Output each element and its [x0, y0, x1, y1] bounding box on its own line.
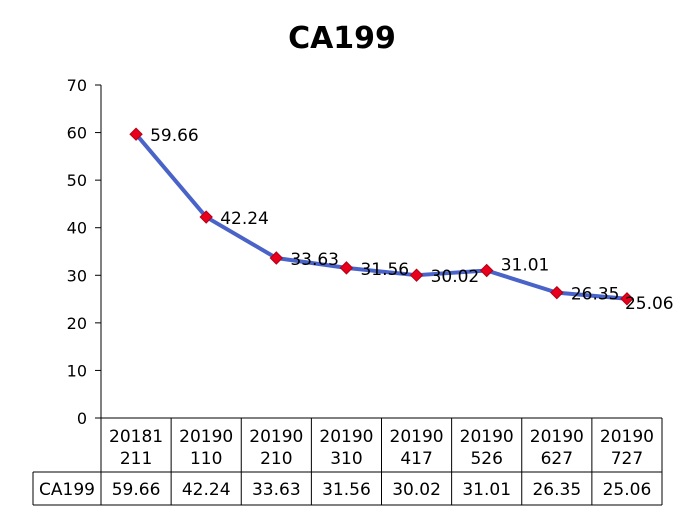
- data-point-marker: [129, 127, 143, 141]
- data-label: 31.01: [501, 255, 550, 275]
- y-tick-label: 30: [67, 266, 87, 285]
- data-point-marker: [479, 263, 494, 278]
- data-label: 31.56: [360, 260, 409, 280]
- x-category-label: 20190 627: [530, 427, 584, 469]
- data-label: 25.06: [625, 294, 674, 314]
- x-category-label: 20190 417: [390, 427, 444, 469]
- x-category-label: 20190 310: [319, 427, 373, 469]
- y-tick-label: 40: [67, 219, 87, 238]
- data-label: 33.63: [290, 250, 339, 270]
- data-point-marker: [339, 261, 354, 275]
- data-label: 42.24: [220, 209, 269, 229]
- data-point-marker: [620, 292, 634, 306]
- data-point-marker: [550, 285, 564, 300]
- table-value-cell: 31.01: [462, 480, 511, 500]
- table-series-name: CA199: [39, 480, 95, 500]
- y-axis-ticks: 0 10 20 30 40 50 60 70: [67, 76, 101, 428]
- table-value-cell: 30.02: [392, 480, 441, 500]
- x-category-label: 20190 110: [179, 427, 233, 469]
- y-tick-label: 60: [67, 124, 87, 143]
- series-ca199: 59.66 42.24 33.63 31.56 30.02 31.01 26.35 25.06: [129, 126, 674, 314]
- data-point-marker: [409, 268, 424, 282]
- table-value-cell: 59.66: [112, 480, 161, 500]
- data-label: 30.02: [431, 267, 480, 287]
- chart-title: CA199: [288, 21, 396, 56]
- x-category-label: 20190 210: [249, 427, 303, 469]
- table-value-cell: 42.24: [182, 480, 231, 500]
- data-table: CA199 20181 211 59.66 20190 110 42.24 20190 210 3…: [32, 417, 663, 506]
- table-value-cell: 25.06: [603, 480, 652, 500]
- x-category-label: 20181 211: [109, 427, 163, 469]
- y-tick-label: 10: [67, 361, 87, 380]
- data-point-marker: [199, 210, 213, 224]
- series-line: [134, 132, 628, 301]
- data-label: 59.66: [150, 126, 199, 146]
- table-value-cell: 33.63: [252, 480, 301, 500]
- y-tick-label: 20: [67, 314, 87, 333]
- data-label: 26.35: [571, 285, 620, 305]
- y-tick-label: 50: [67, 171, 87, 190]
- table-value-cell: 31.56: [322, 480, 371, 500]
- y-tick-label: 70: [67, 76, 87, 95]
- y-tick-label: 0: [77, 409, 87, 428]
- data-point-marker: [269, 251, 284, 265]
- x-category-label: 20190 526: [460, 427, 514, 469]
- table-value-cell: 26.35: [532, 480, 581, 500]
- x-category-label: 20190 727: [600, 427, 654, 469]
